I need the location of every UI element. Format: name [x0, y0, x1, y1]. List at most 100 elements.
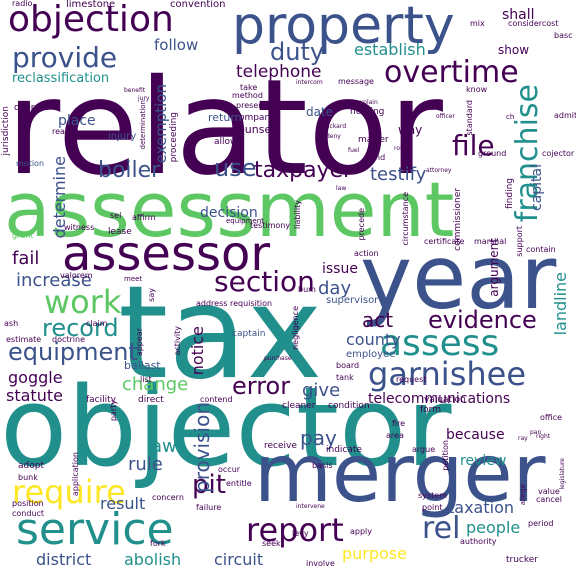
word-decision: decision [200, 205, 258, 221]
word-seek: seek [262, 539, 281, 548]
word-take: take [240, 83, 258, 92]
word-day: day [318, 278, 352, 299]
word-telephone: telephone [236, 62, 322, 82]
word-basc: basc [554, 31, 573, 40]
word-follow: follow [154, 36, 199, 54]
word-company: company [234, 113, 276, 123]
word-section: section [214, 265, 315, 298]
word-indicate: indicate [326, 445, 362, 455]
word-know: know [466, 85, 488, 94]
word-overtime: overtime [384, 55, 519, 90]
word-law-small: law [336, 185, 347, 192]
word-enter: enter [420, 105, 437, 112]
word-system: system [418, 491, 447, 500]
word-limestone: limestone [66, 0, 116, 10]
word-bum: bum [298, 285, 316, 294]
word-facility: facility [86, 395, 116, 405]
word-explain: explain [356, 99, 378, 106]
word-work: work [44, 283, 122, 321]
word-jurisdiction: jurisdiction [1, 106, 11, 156]
word-sel: sel [110, 211, 122, 220]
word-show: show [498, 43, 530, 57]
word-statute: statute [6, 386, 63, 405]
word-conduct: conduct [12, 509, 45, 518]
word-ash: ash [4, 319, 19, 328]
word-capital: capital [529, 164, 545, 212]
word-law: law [146, 436, 177, 457]
word-determination: determination [139, 100, 147, 150]
word-result: result [100, 494, 146, 513]
word-fail: fail [12, 248, 40, 269]
word-point: point [422, 503, 443, 512]
word-estimate: estimate [6, 335, 42, 344]
word-failure: failure [196, 503, 222, 512]
word-taxation: taxation [448, 498, 514, 517]
word-board: board [336, 361, 360, 370]
word-occur: occur [218, 465, 241, 474]
word-hearing: hearing [350, 107, 385, 117]
word-provide: provide [12, 41, 118, 74]
word-finding: finding [505, 178, 515, 210]
word-cancel: cancel [536, 495, 562, 504]
word-direct: direct [138, 395, 164, 405]
word-change: change [122, 374, 189, 395]
word-radio: radio [12, 0, 33, 8]
word-circuit: circuit [214, 550, 264, 569]
word-meet: meet [124, 275, 143, 283]
word-trucker: trucker [506, 555, 539, 565]
word-mix: mix [470, 19, 485, 28]
word-file: file [452, 129, 495, 162]
word-position: position [12, 499, 44, 508]
word-rel: rel [422, 511, 461, 546]
word-return: return [208, 111, 242, 124]
word-basis: basis [312, 461, 333, 470]
word-establish: establish [354, 40, 426, 59]
word-evidence: evidence [428, 306, 537, 334]
word-circumstance: circumstance [401, 192, 410, 246]
word-lease: lease [108, 227, 132, 237]
word-landline: landline [551, 272, 570, 336]
word-find: find [370, 153, 386, 162]
word-equipment: equipment [8, 338, 138, 366]
word-pan: pan [530, 429, 542, 436]
word-condition: condition [328, 401, 370, 411]
word-shall: shall [502, 7, 535, 23]
word-deny: deny [326, 133, 341, 140]
word-entitle: entitle [226, 479, 252, 488]
word-injury: injury [108, 131, 137, 142]
word-message: message [338, 77, 374, 86]
word-captain: captain [232, 329, 266, 339]
word-adopt: adopt [18, 461, 44, 471]
word-proceeding: proceeding [169, 112, 179, 163]
word-motion: motion [16, 159, 45, 168]
word-certificate: certificate [424, 237, 465, 246]
word-reclassification: reclassification [12, 71, 110, 86]
word-apply: apply [350, 527, 373, 536]
word-purpose: purpose [342, 544, 407, 563]
word-relator: relator [6, 51, 443, 205]
word-method: method [232, 91, 263, 100]
word-form: form [420, 405, 441, 415]
word-authority: authority [460, 537, 497, 546]
word-support: support [515, 226, 524, 257]
word-packard: packard [322, 123, 346, 130]
word-district: district [36, 550, 92, 569]
word-argue: argue [412, 445, 436, 454]
word-fire: fire [392, 419, 406, 428]
word-rule: rule [128, 454, 163, 475]
word-duty: duty [270, 38, 325, 66]
word-assessment: assessment [4, 165, 455, 254]
word-levy: levy [292, 529, 309, 538]
word-operate: operate [14, 103, 50, 113]
word-place: place [58, 113, 96, 129]
word-doctrine: doctrine [52, 335, 86, 344]
word-property: property [232, 0, 455, 56]
word-error: error [232, 372, 291, 400]
word-affirm: affirm [132, 213, 156, 222]
word-review: review [460, 453, 507, 469]
word-objector: objector [0, 363, 452, 491]
word-convention: convention [170, 0, 226, 10]
word-contend: contend [200, 395, 233, 404]
word-appear: appear [135, 328, 144, 357]
word-negligence: negligence [291, 306, 300, 350]
